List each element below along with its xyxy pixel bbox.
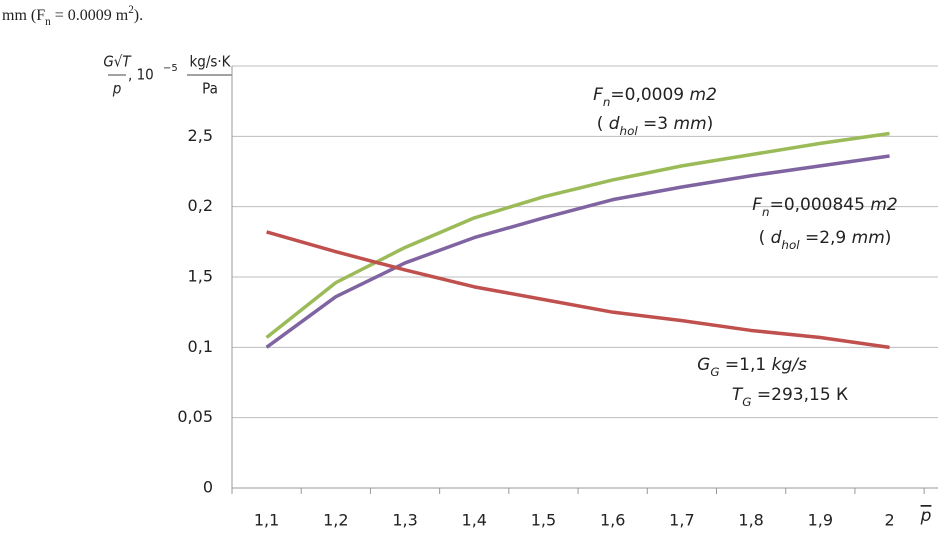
text-run: G bbox=[710, 365, 719, 379]
annotation: GG =1,1 kg/s bbox=[697, 355, 807, 379]
text-run: ) bbox=[707, 114, 714, 134]
text-run: F bbox=[752, 195, 762, 215]
y-label-unit: Pa bbox=[202, 80, 218, 98]
x-tick-label: 1,8 bbox=[738, 511, 763, 530]
annotation: Fn=0,0009 m2 bbox=[593, 85, 717, 109]
text-run: = 0.0009 m bbox=[51, 7, 129, 24]
text-run: T bbox=[732, 385, 744, 405]
text-run: G bbox=[742, 395, 751, 409]
text-run: n bbox=[762, 205, 770, 219]
series-line bbox=[266, 230, 890, 350]
text-run: mm bbox=[674, 114, 707, 134]
text-run: =3 bbox=[638, 114, 674, 134]
text-run: ). bbox=[134, 7, 143, 24]
annotation: Fn=0,000845 m2 bbox=[752, 195, 897, 219]
x-tick-label: 1,5 bbox=[531, 511, 556, 530]
x-label: p bbox=[920, 506, 932, 526]
text-run: d bbox=[771, 228, 782, 248]
y-tick-label: 0,05 bbox=[177, 407, 213, 426]
text-run: =2,9 bbox=[800, 228, 852, 248]
annotation: ( dhol =3 mm) bbox=[597, 114, 714, 138]
y-label-exponent: −5 bbox=[163, 63, 178, 74]
text-run: ) bbox=[885, 228, 892, 248]
text-run: =0,0009 bbox=[610, 85, 689, 105]
text-run: n bbox=[603, 95, 611, 109]
text-run: mm bbox=[852, 228, 885, 248]
y-tick-label: 1,5 bbox=[188, 267, 213, 286]
text-run: kg/s bbox=[772, 355, 807, 375]
text-run: n bbox=[45, 16, 51, 28]
text-run: G bbox=[697, 355, 710, 375]
y-tick-label: 0 bbox=[203, 478, 213, 497]
series-line bbox=[265, 154, 890, 349]
text-run: =1,1 bbox=[720, 355, 772, 375]
text-run: ( bbox=[759, 228, 771, 248]
x-tick-label: 1,1 bbox=[254, 511, 279, 530]
x-tick-label: 2 bbox=[884, 511, 894, 530]
x-tick-label: 1,3 bbox=[392, 511, 417, 530]
text-run: hol bbox=[781, 238, 800, 252]
caption: mm (Fn = 0.0009 m2). bbox=[2, 4, 143, 28]
text-run: =293,15 К bbox=[752, 385, 849, 405]
text-run: 2 bbox=[128, 4, 134, 16]
y-tick-label: 2,5 bbox=[188, 126, 213, 145]
y-tick-label: 0,2 bbox=[188, 196, 213, 215]
x-tick-label: 1,2 bbox=[323, 511, 348, 530]
series-line bbox=[265, 131, 890, 339]
text-run: m2 bbox=[690, 85, 717, 105]
x-tick-label: 1,7 bbox=[669, 511, 694, 530]
y-tick-label: 0,1 bbox=[188, 337, 213, 356]
annotation: TG =293,15 К bbox=[732, 385, 848, 409]
text-run: ( bbox=[597, 114, 609, 134]
text-run: mm (F bbox=[2, 7, 45, 24]
y-label-denominator: p bbox=[112, 80, 122, 98]
y-label-scale: , 10 bbox=[128, 66, 154, 84]
y-label-numerator: G√T bbox=[103, 53, 132, 71]
x-tick-label: 1,9 bbox=[808, 511, 833, 530]
text-run: F bbox=[593, 85, 603, 105]
x-tick-label: 1,4 bbox=[462, 511, 487, 530]
text-run: =0,000845 bbox=[770, 195, 871, 215]
y-label-unit: kg/s·K bbox=[189, 53, 231, 71]
text-run: m2 bbox=[870, 195, 897, 215]
annotation: ( dhol =2,9 mm) bbox=[759, 228, 892, 252]
x-tick-label: 1,6 bbox=[600, 511, 625, 530]
text-run: d bbox=[609, 114, 620, 134]
text-run: hol bbox=[620, 124, 639, 138]
